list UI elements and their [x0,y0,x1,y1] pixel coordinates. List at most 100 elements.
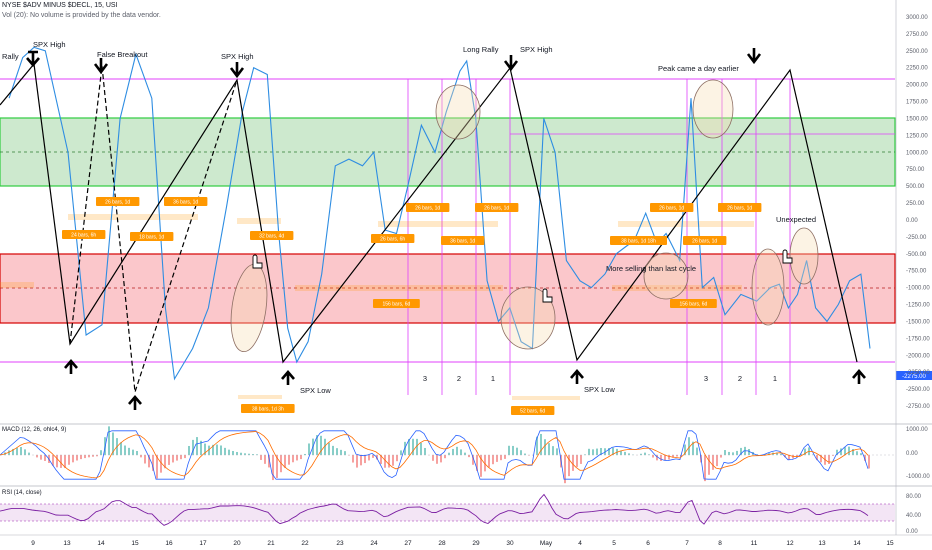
duration-box-label: 38 bars, 1d 3h [252,407,284,413]
macd-histogram-bar [244,453,246,455]
macd-histogram-bar [28,452,30,455]
macd-histogram-bar [844,447,846,455]
duration-box [373,299,420,308]
macd-histogram-bar [804,448,806,455]
macd-histogram-bar [556,448,558,455]
macd-histogram-bar [724,450,726,455]
x-tick-label: 15 [886,540,894,547]
duration-box-label: 24 bars, 6h [71,233,96,239]
macd-histogram-bar [240,452,242,455]
macd-histogram-bar [180,455,182,460]
macd-histogram-bar [692,441,694,455]
macd-histogram-bar [460,449,462,455]
duration-box [610,236,667,245]
macd-histogram-bar [788,455,790,460]
macd-histogram-bar [648,454,650,455]
annotation-label: Rally [2,52,19,61]
hand-pointer-icon [782,249,793,264]
macd-histogram-bar [704,455,706,482]
y-tick-label: 1250.00 [906,133,928,139]
duration-box-label: 26 bars, 1d [415,206,440,212]
macd-pane [0,426,895,484]
macd-histogram-bar [748,449,750,455]
down-arrow-icon [229,62,245,79]
y-tick-label: -250.00 [906,235,927,241]
annotation-label: SPX High [33,40,66,49]
macd-histogram-bar [16,447,18,455]
macd-histogram-bar [204,443,206,455]
macd-histogram-bar [20,447,22,455]
macd-histogram-bar [380,455,382,464]
macd-histogram-bar [420,442,422,455]
macd-histogram-bar [224,447,226,455]
annotation-label: SPX High [221,52,254,61]
macd-histogram-bar [732,452,734,455]
macd-histogram-bar [144,455,146,464]
macd-histogram-bar [656,455,658,461]
duration-box-label: 36 bars, 1d [450,239,475,245]
chart-title: NYSE $ADV MINUS $DECL, 15, USI [2,2,118,9]
rsi-band [0,504,895,521]
macd-histogram-bar [660,455,662,461]
duration-box-label: 32 bars, 4d [259,234,284,240]
duration-box [683,236,727,245]
annotation-label: SPX High [520,45,553,54]
macd-histogram-bar [160,455,162,473]
duration-box-label: 18 bars, 1d [139,235,164,241]
macd-histogram-bar [220,445,222,455]
macd-histogram-bar [832,455,834,456]
macd-histogram-bar [60,455,62,468]
x-tick-label: 6 [646,540,650,547]
macd-histogram-bar [360,455,362,466]
macd-histogram-bar [292,455,294,463]
up-arrow-icon [570,369,584,384]
macd-histogram-bar [92,455,94,457]
rsi-tick-label: 40.00 [906,513,922,519]
y-tick-label: -1000.00 [906,286,930,292]
duration-box [441,236,485,245]
macd-histogram-bar [392,455,394,466]
x-tick-label: 11 [751,540,758,547]
macd-histogram-bar [68,455,70,465]
macd-histogram-bar [324,438,326,455]
y-axis: 3000.00 2750.00 2500.00 2250.00 2000.00 1750.… [906,15,930,410]
rsi-label: RSI (14, close) [2,490,42,496]
macd-histogram-bar [276,455,278,478]
macd-histogram-bar [588,448,590,455]
macd-histogram-bar [800,453,802,455]
macd-histogram-bar [580,455,582,464]
macd-histogram-bar [168,455,170,465]
macd-histogram-bar [848,446,850,455]
macd-histogram-bar [248,453,250,455]
down-arrow-icon [503,55,519,72]
macd-histogram-bar [284,455,286,468]
macd-histogram-bar [652,455,654,458]
false-breakout-lines [69,65,238,393]
macd-histogram-bar [796,455,798,457]
duration-box-label: 26 bars, 1d [105,200,130,206]
macd-histogram-bar [200,440,202,455]
rsi-tick-label: 80.00 [906,494,922,500]
duration-box [475,203,519,212]
macd-histogram-bar [140,455,142,458]
annotation-label: Long Rally [463,45,499,54]
macd-histogram-bar [336,448,338,455]
x-tick-label: 7 [685,540,689,547]
macd-histogram-bar [196,437,198,455]
annotation-label: Unexpected [776,215,816,224]
macd-histogram-bar [316,435,318,455]
duration-box-label: 38 bars, 1d 18h [621,239,656,245]
arrow-markers [26,48,866,410]
cycle-count: 2 [457,374,461,383]
macd-histogram-bar [444,455,446,459]
macd-histogram-bar [432,455,434,461]
x-tick-label: 21 [267,540,275,547]
macd-histogram-bar [544,439,546,455]
duration-box [130,232,174,241]
macd-histogram-bar [624,451,626,455]
cycle-count: 1 [773,374,777,383]
macd-histogram-bar [8,450,10,455]
macd-histogram-bar [376,455,378,460]
duration-box-label: 156 bars, 6d [679,302,707,308]
duration-boxes: 24 bars, 6h 26 bars, 1d 18 bars, 1d 36 bars… [62,197,762,415]
